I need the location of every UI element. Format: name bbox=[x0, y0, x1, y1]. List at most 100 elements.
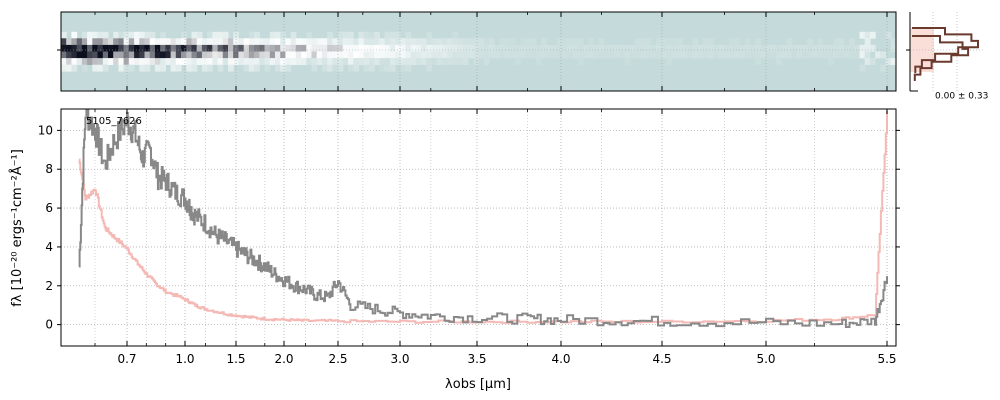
heatmap-cell bbox=[682, 44, 688, 52]
heatmap-cell bbox=[384, 51, 391, 59]
heatmap-cell bbox=[165, 51, 172, 59]
heatmap-cell bbox=[290, 31, 297, 39]
heatmap-cell bbox=[327, 58, 333, 65]
heatmap-cell bbox=[885, 58, 892, 65]
heatmap-cell bbox=[290, 58, 297, 65]
heatmap-cell bbox=[395, 31, 401, 39]
heatmap-cell bbox=[744, 38, 751, 46]
heatmap-cell bbox=[770, 51, 777, 59]
heatmap-cell bbox=[812, 44, 819, 52]
heatmap-cell bbox=[483, 38, 490, 46]
heatmap-cell bbox=[207, 31, 213, 39]
x-tick-label: 0.7 bbox=[117, 352, 136, 366]
heatmap-cell bbox=[316, 38, 323, 46]
heatmap-cell bbox=[154, 38, 161, 46]
heatmap-cell bbox=[854, 44, 861, 52]
heatmap-cell bbox=[400, 51, 406, 59]
heatmap-cell bbox=[859, 44, 866, 52]
heatmap-cell bbox=[776, 44, 782, 52]
heatmap-cell bbox=[71, 44, 78, 52]
x-tick-label: 1.5 bbox=[226, 352, 245, 366]
heatmap-cell bbox=[134, 58, 140, 65]
heatmap-cell bbox=[697, 51, 704, 59]
heatmap-cell bbox=[494, 44, 500, 52]
heatmap-cell bbox=[87, 38, 93, 46]
heatmap-cell bbox=[869, 44, 876, 52]
heatmap-cell bbox=[593, 44, 600, 52]
heatmap-cell bbox=[207, 64, 213, 72]
heatmap-cell bbox=[541, 51, 547, 59]
heatmap-cell bbox=[849, 44, 855, 52]
heatmap-cell bbox=[567, 51, 573, 59]
heatmap-cell bbox=[301, 51, 307, 59]
heatmap-cell bbox=[342, 38, 349, 46]
heatmap-cell bbox=[81, 64, 88, 72]
heatmap-cell bbox=[692, 51, 699, 59]
heatmap-cell bbox=[468, 38, 474, 46]
heatmap-cell bbox=[87, 58, 93, 65]
heatmap-cell bbox=[582, 44, 589, 52]
heatmap-cell bbox=[776, 58, 782, 65]
heatmap-cell bbox=[525, 51, 532, 59]
heatmap-cell bbox=[541, 44, 547, 52]
heatmap-cell bbox=[645, 51, 652, 59]
heatmap-cell bbox=[269, 38, 276, 46]
heatmap-cell bbox=[160, 31, 166, 39]
heatmap-cell bbox=[154, 44, 161, 52]
heatmap-cell bbox=[708, 38, 714, 46]
heatmap-cell bbox=[468, 44, 474, 52]
heatmap-cell bbox=[410, 58, 417, 65]
heatmap-cell bbox=[890, 58, 896, 65]
heatmap-cell bbox=[395, 38, 401, 46]
heatmap-cell bbox=[468, 51, 474, 59]
heatmap-cell bbox=[635, 51, 641, 59]
heatmap-cell bbox=[520, 38, 527, 46]
heatmap-cell bbox=[650, 51, 657, 59]
heatmap-cell bbox=[729, 38, 735, 46]
heatmap-cell bbox=[201, 64, 208, 72]
x-tick-label: 3.5 bbox=[467, 352, 486, 366]
heatmap-cell bbox=[640, 38, 647, 46]
heatmap-cell bbox=[191, 31, 198, 39]
heatmap-cell bbox=[452, 51, 459, 59]
heatmap-cell bbox=[207, 38, 213, 46]
heatmap-cell bbox=[436, 51, 443, 59]
heatmap-cell bbox=[457, 38, 464, 46]
heatmap-cell bbox=[692, 44, 699, 52]
heatmap-cell bbox=[374, 31, 380, 39]
heatmap-cell bbox=[379, 58, 386, 65]
heatmap-cell bbox=[139, 64, 146, 72]
heatmap-cell bbox=[442, 44, 448, 52]
heatmap-cell bbox=[556, 51, 563, 59]
heatmap-cell bbox=[535, 44, 542, 52]
heatmap-cell bbox=[186, 58, 193, 65]
heatmap-cell bbox=[128, 38, 135, 46]
heatmap-cell bbox=[431, 38, 438, 46]
heatmap-cell bbox=[321, 58, 328, 65]
heatmap-cell bbox=[207, 44, 213, 52]
heatmap-cell bbox=[66, 38, 72, 46]
x-tick-label: 5.5 bbox=[877, 352, 896, 366]
heatmap-cell bbox=[546, 44, 553, 52]
heatmap-cell bbox=[864, 31, 871, 39]
heatmap-cell bbox=[426, 51, 433, 59]
heatmap-cell bbox=[363, 44, 370, 52]
heatmap-cell bbox=[368, 31, 375, 39]
heatmap-cell bbox=[609, 44, 615, 52]
heatmap-cell bbox=[97, 51, 104, 59]
heatmap-cell bbox=[368, 51, 375, 59]
heatmap-cell bbox=[207, 51, 213, 59]
heatmap-cell bbox=[285, 51, 292, 59]
heatmap-cell bbox=[384, 38, 391, 46]
heatmap-cell bbox=[515, 51, 521, 59]
heatmap-cell bbox=[562, 44, 568, 52]
heatmap-cell bbox=[191, 51, 198, 59]
heatmap-cell bbox=[655, 44, 662, 52]
heatmap-cell bbox=[702, 44, 709, 52]
heatmap-cell bbox=[327, 64, 333, 72]
heatmap-cell bbox=[363, 64, 370, 72]
heatmap-cell bbox=[358, 58, 365, 65]
heatmap-cell bbox=[849, 38, 855, 46]
heatmap-cell bbox=[379, 44, 386, 52]
heatmap-cell bbox=[749, 51, 756, 59]
